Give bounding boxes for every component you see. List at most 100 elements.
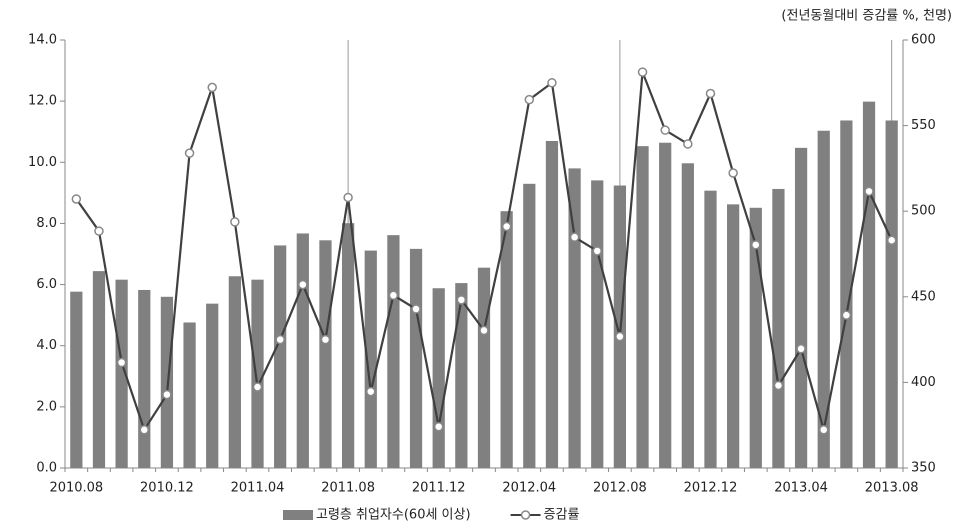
- marker: [388, 290, 399, 301]
- marker: [751, 240, 761, 250]
- marker: [864, 186, 874, 197]
- marker: [841, 310, 852, 320]
- marker: [366, 386, 376, 397]
- y2-tick-label: 350: [911, 461, 936, 476]
- marker: [184, 148, 195, 158]
- marker: [94, 226, 104, 236]
- bar: [319, 240, 332, 468]
- marker: [230, 217, 240, 227]
- bar: [545, 141, 559, 468]
- bar: [115, 279, 128, 468]
- bar: [274, 245, 287, 468]
- bar: [500, 211, 513, 468]
- marker: [592, 246, 602, 256]
- y-tick-label: 14.0: [28, 33, 57, 48]
- bar: [477, 267, 491, 468]
- marker: [275, 334, 285, 345]
- x-tick-label: 2013.08: [865, 481, 919, 496]
- marker: [162, 389, 172, 400]
- marker: [818, 425, 829, 435]
- bar: [364, 250, 377, 468]
- bar: [794, 147, 808, 468]
- bar: [636, 146, 649, 469]
- y-tick-label: 8.0: [36, 216, 57, 231]
- marker: [886, 235, 897, 245]
- bar: [432, 288, 445, 468]
- y2-tick-label: 600: [911, 33, 936, 48]
- bar: [523, 183, 536, 469]
- marker: [411, 304, 421, 314]
- bar: [862, 101, 876, 468]
- bar: [206, 303, 219, 468]
- x-tick-label: 2012.04: [502, 481, 556, 496]
- x-tick-label: 2010.08: [49, 481, 103, 496]
- y2-tick-label: 400: [911, 375, 936, 390]
- marker: [660, 125, 670, 135]
- marker: [252, 382, 263, 392]
- marker: [207, 82, 217, 93]
- bar: [387, 235, 400, 468]
- bar: [704, 190, 717, 468]
- marker: [501, 221, 512, 232]
- bar: [659, 142, 672, 468]
- y-tick-label: 6.0: [36, 277, 57, 292]
- legend-label: 고령층 취업자수(60세 이상): [316, 508, 471, 523]
- bar: [341, 223, 355, 468]
- bar: [568, 168, 581, 468]
- bar: [591, 180, 604, 468]
- marker: [456, 295, 467, 305]
- bar: [727, 204, 740, 469]
- bar: [409, 248, 423, 468]
- x-tick-label: 2010.12: [140, 481, 194, 496]
- x-tick-label: 2013.04: [774, 481, 828, 496]
- marker: [705, 88, 716, 99]
- bar: [455, 283, 468, 468]
- marker: [320, 334, 331, 345]
- marker: [773, 380, 784, 391]
- y-tick-label: 10.0: [28, 155, 57, 170]
- y-tick-label: 12.0: [28, 94, 57, 109]
- marker: [524, 94, 535, 105]
- marker: [569, 232, 580, 242]
- marker: [637, 67, 648, 77]
- y-tick-label: 2.0: [36, 399, 57, 414]
- marker: [683, 139, 693, 149]
- legend-label: 증감률: [544, 508, 580, 523]
- marker: [433, 421, 444, 432]
- bar: [817, 130, 830, 468]
- x-tick-label: 2012.12: [684, 481, 738, 496]
- legend-marker: [520, 510, 531, 520]
- y-tick-label: 0.0: [36, 461, 57, 476]
- bar: [772, 188, 785, 468]
- marker: [298, 279, 308, 290]
- marker: [343, 192, 353, 203]
- bar: [228, 276, 241, 468]
- y-tick-label: 4.0: [36, 338, 57, 353]
- marker: [796, 344, 806, 354]
- x-tick-label: 2011.04: [231, 481, 285, 496]
- marker: [547, 78, 557, 88]
- bar: [885, 120, 898, 469]
- legend-swatch: [283, 510, 313, 520]
- y2-tick-label: 500: [911, 204, 936, 219]
- bar: [296, 233, 309, 468]
- bar: [92, 271, 106, 468]
- y2-tick-label: 450: [911, 289, 936, 304]
- marker: [728, 168, 738, 178]
- bar: [70, 291, 83, 468]
- x-tick-label: 2011.08: [321, 481, 375, 496]
- marker: [479, 325, 489, 336]
- bar: [840, 120, 853, 469]
- marker: [615, 331, 625, 342]
- bar: [749, 207, 762, 468]
- bar: [681, 163, 694, 468]
- bar: [160, 296, 174, 468]
- bar: [138, 289, 151, 468]
- bar: [183, 322, 196, 468]
- y2-tick-label: 550: [911, 118, 936, 133]
- x-tick-label: 2011.12: [412, 481, 466, 496]
- marker: [71, 194, 82, 204]
- x-tick-label: 2012.08: [593, 481, 647, 496]
